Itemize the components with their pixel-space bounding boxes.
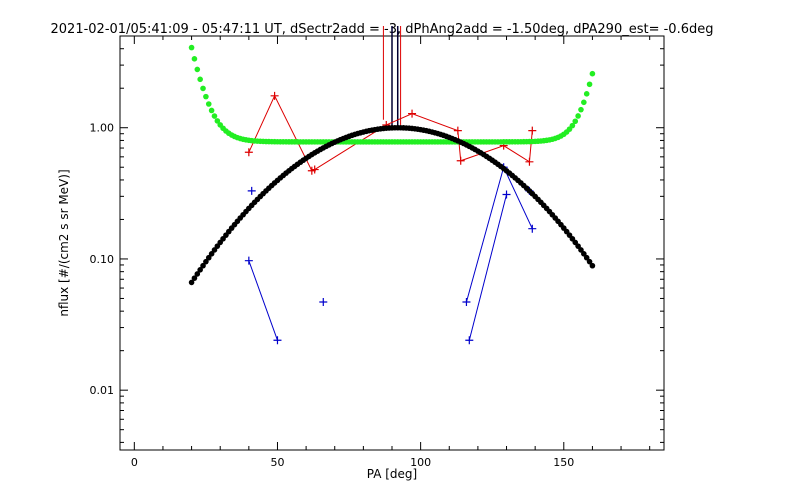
green-fit-point — [197, 76, 203, 83]
red-series-point — [528, 126, 537, 135]
black-fit-point — [191, 275, 198, 281]
green-fit-point — [194, 66, 201, 73]
y-axis-label: nflux [#/(cm2 s sr MeV)] — [57, 169, 71, 316]
red-series-point — [310, 165, 319, 174]
black-fit-point — [208, 251, 215, 257]
x-tick-label: 150 — [553, 456, 574, 469]
green-fit-point — [589, 70, 596, 77]
green-fit-point — [575, 113, 581, 119]
green-fit-point — [583, 91, 590, 97]
blue-series-point — [462, 297, 471, 306]
red-series-point — [456, 156, 465, 165]
green-fit-point — [205, 101, 212, 107]
black-fit-point — [578, 247, 584, 253]
x-axis-label: PA [deg] — [367, 467, 417, 481]
green-fit-point — [572, 118, 579, 125]
blue-series-point — [528, 224, 537, 233]
green-fit-point — [214, 118, 221, 124]
green-fit-point — [586, 81, 593, 88]
black-fit-point — [203, 258, 209, 265]
y-tick-label: 0.10 — [90, 253, 115, 266]
blue-series-point — [502, 190, 511, 199]
chart-title: 2021-02-01/05:41:09 - 05:47:11 UT, dSect… — [51, 22, 714, 37]
blue-series-point — [465, 336, 474, 345]
green-fit-point — [200, 85, 206, 92]
black-fit-point — [197, 267, 203, 273]
black-fit-point — [188, 279, 195, 286]
green-fit-point — [211, 113, 218, 119]
x-tick-label: 50 — [270, 456, 284, 469]
black-fit-point — [194, 271, 201, 277]
blue-series-line — [468, 194, 508, 341]
vertical-marker-lines — [382, 26, 402, 128]
blue-series-point — [273, 336, 282, 345]
green-fit-point — [208, 107, 215, 114]
blue-series — [244, 163, 537, 345]
blue-series-line — [503, 167, 533, 229]
blue-series-line — [248, 260, 278, 341]
blue-series-point — [319, 297, 328, 306]
blue-series-point — [247, 186, 256, 195]
green-fit-point — [581, 99, 587, 106]
black-fit-point — [583, 254, 590, 261]
black-fit-point — [589, 262, 596, 269]
black-fit-point — [575, 243, 581, 249]
x-tick-label: 100 — [410, 456, 431, 469]
blue-series-point — [244, 256, 253, 265]
black-fit-point — [200, 262, 206, 269]
green-fit-point — [188, 44, 195, 51]
green-fit-point — [191, 56, 198, 62]
red-series-point — [244, 148, 253, 157]
red-series-point — [270, 91, 279, 100]
black-fit-curve — [188, 124, 596, 286]
black-fit-point — [586, 258, 593, 265]
x-tick-label: 0 — [131, 456, 138, 469]
green-fit-point — [203, 93, 209, 100]
red-series — [244, 91, 537, 175]
y-tick-label: 1.00 — [90, 122, 115, 135]
y-tick-label: 0.01 — [90, 384, 115, 397]
green-fit-point — [578, 106, 584, 113]
x-axis-ticks: 0 50 100 150 — [131, 36, 651, 469]
y-axis-ticks: 0.01 0.10 1.00 — [90, 35, 664, 443]
red-series-point — [525, 157, 534, 166]
blue-series-line — [465, 167, 505, 303]
red-series-point — [408, 109, 417, 118]
green-fit-point — [569, 122, 576, 129]
black-fit-point — [211, 247, 218, 253]
red-series-point — [453, 126, 462, 135]
black-fit-point — [205, 254, 212, 261]
black-fit-point — [581, 251, 587, 257]
